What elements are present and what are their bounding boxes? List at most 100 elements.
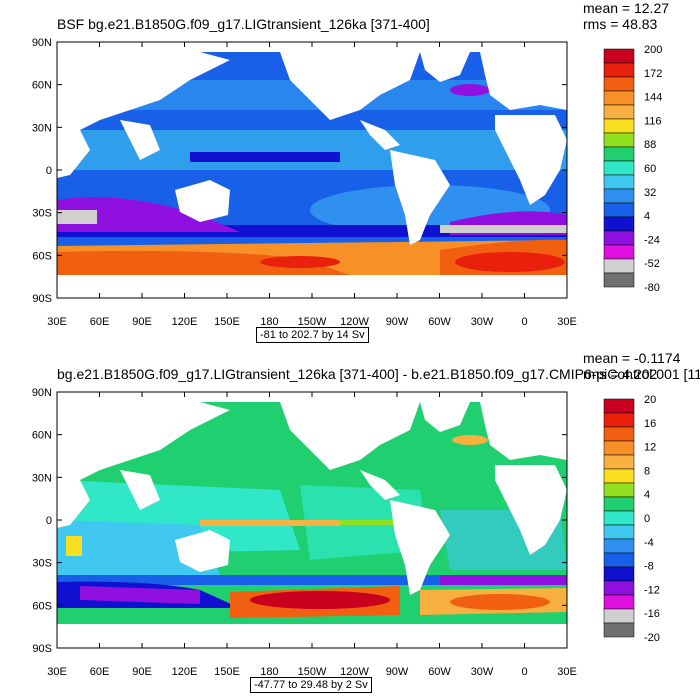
colorbar-label: -8 bbox=[644, 561, 654, 573]
colorbar-swatch bbox=[603, 132, 635, 148]
colorbar-swatch bbox=[603, 244, 635, 260]
colorbar-swatch bbox=[603, 482, 635, 498]
colorbar-swatch bbox=[603, 118, 635, 134]
lon-label: 180 bbox=[260, 666, 278, 678]
colorbar-label: -20 bbox=[644, 632, 660, 644]
panel-title: BSF bg.e21.B1850G.f09_g17.LIGtransient_1… bbox=[57, 16, 430, 32]
lon-label: 30E bbox=[557, 666, 577, 678]
lat-label: 60N bbox=[32, 80, 52, 92]
panel-title: bg.e21.B1850G.f09_g17.LIGtransient_126ka… bbox=[57, 366, 700, 382]
lat-label: 30S bbox=[32, 208, 52, 220]
colorbar: 200 172 144 116 88 60 32 4 -24 -52 -80 bbox=[603, 44, 662, 294]
lat-label: 60N bbox=[32, 430, 52, 442]
colorbar-swatch bbox=[603, 524, 635, 540]
colorbar-label: 32 bbox=[644, 187, 656, 199]
colorbar-swatch bbox=[603, 160, 635, 176]
colorbar-swatch bbox=[603, 230, 635, 246]
land-masses bbox=[57, 402, 567, 648]
colorbar-label: -4 bbox=[644, 537, 654, 549]
lat-label: 0 bbox=[46, 165, 52, 177]
colorbar-swatch bbox=[603, 202, 635, 218]
colorbar-swatch bbox=[603, 48, 635, 64]
colorbar-label: 200 bbox=[644, 44, 662, 56]
colorbar-swatch bbox=[603, 76, 635, 92]
colorbar-label: -24 bbox=[644, 234, 660, 246]
range-label: -47.77 to 29.48 by 2 Sv bbox=[250, 677, 372, 693]
colorbar-swatch bbox=[603, 258, 635, 274]
colorbar-swatch bbox=[603, 440, 635, 456]
colorbar-swatch bbox=[603, 552, 635, 568]
colorbar-label: -16 bbox=[644, 608, 660, 620]
lat-label: 0 bbox=[46, 515, 52, 527]
map-field bbox=[57, 392, 567, 648]
colorbar-swatch bbox=[603, 146, 635, 162]
rms-stat: rms = 48.83 bbox=[583, 16, 658, 32]
colorbar-swatch bbox=[603, 272, 635, 288]
mean-stat: mean = 12.27 bbox=[583, 0, 670, 16]
map-svg: 90N 60N 30N 0 30S 60S 90S 30E 60E 90E 120E 150E 180 1… bbox=[32, 387, 660, 678]
colorbar-label: 116 bbox=[644, 115, 662, 127]
colorbar-swatch bbox=[603, 62, 635, 78]
panel-top: BSF bg.e21.B1850G.f09_g17.LIGtransient_1… bbox=[32, 0, 670, 343]
colorbar-swatch bbox=[603, 622, 635, 638]
mean-stat: mean = -0.1174 bbox=[583, 350, 681, 366]
lon-label: 60W bbox=[428, 316, 451, 328]
lon-label: 30E bbox=[47, 316, 67, 328]
colorbar-label: -52 bbox=[644, 258, 660, 270]
lon-label: 90W bbox=[386, 316, 409, 328]
lat-label: 90S bbox=[32, 643, 52, 655]
colorbar-swatch bbox=[603, 566, 635, 582]
land-masses bbox=[57, 52, 567, 298]
lon-label: 30W bbox=[471, 666, 494, 678]
lat-label: 90N bbox=[32, 37, 52, 49]
lon-label: 150W bbox=[298, 666, 327, 678]
lat-label: 30N bbox=[32, 472, 52, 484]
colorbar-label: 60 bbox=[644, 163, 656, 175]
colorbar-label: -80 bbox=[644, 282, 660, 294]
range-label: -81 to 202.7 by 14 Sv bbox=[256, 327, 369, 343]
colorbar-swatch bbox=[603, 90, 635, 106]
colorbar-swatch bbox=[603, 174, 635, 190]
colorbar-swatch bbox=[603, 454, 635, 470]
lon-label: 60E bbox=[90, 666, 110, 678]
lat-label: 90S bbox=[32, 293, 52, 305]
colorbar-label: 16 bbox=[644, 418, 656, 430]
lon-label: 90E bbox=[132, 666, 152, 678]
map-field bbox=[57, 42, 567, 298]
colorbar-swatch bbox=[603, 608, 635, 624]
colorbar-label: 12 bbox=[644, 442, 656, 454]
lat-label: 60S bbox=[32, 250, 52, 262]
colorbar-swatch bbox=[603, 104, 635, 120]
lat-label: 30S bbox=[32, 558, 52, 570]
colorbar-swatch bbox=[603, 510, 635, 526]
colorbar-swatch bbox=[603, 426, 635, 442]
lon-label: 120E bbox=[172, 316, 198, 328]
colorbar-label: 144 bbox=[644, 92, 662, 104]
lon-label: 120W bbox=[340, 666, 369, 678]
lon-label: 30W bbox=[471, 316, 494, 328]
lon-label: 120W bbox=[340, 316, 369, 328]
colorbar-label: 20 bbox=[644, 394, 656, 406]
colorbar-label: 172 bbox=[644, 68, 662, 80]
lon-label: 0 bbox=[521, 316, 527, 328]
colorbar-label: 0 bbox=[644, 513, 650, 525]
colorbar-label: 4 bbox=[644, 489, 650, 501]
colorbar-swatch bbox=[603, 496, 635, 512]
lon-label: 90W bbox=[386, 666, 409, 678]
axis-group: 90N 60N 30N 0 30S 60S 90S 30E 60E 90E 120E 150E 180 1… bbox=[32, 37, 577, 328]
colorbar-swatch bbox=[603, 580, 635, 596]
lat-label: 60S bbox=[32, 600, 52, 612]
colorbar-swatch bbox=[603, 216, 635, 232]
lon-label: 0 bbox=[521, 666, 527, 678]
lon-label: 60W bbox=[428, 666, 451, 678]
lon-label: 120E bbox=[172, 666, 198, 678]
colorbar: 20 16 12 8 4 0 -4 -8 -12 -16 -20 bbox=[603, 394, 660, 644]
colorbar-swatch bbox=[603, 594, 635, 610]
colorbar-swatch bbox=[603, 538, 635, 554]
rms-stat: rms = 4.202 bbox=[583, 366, 658, 382]
lon-label: 30E bbox=[47, 666, 67, 678]
colorbar-label: 4 bbox=[644, 211, 650, 223]
colorbar-swatch bbox=[603, 412, 635, 428]
lon-label: 30E bbox=[557, 316, 577, 328]
axis-group: 90N 60N 30N 0 30S 60S 90S 30E 60E 90E 120E 150E 180 1… bbox=[32, 387, 577, 678]
